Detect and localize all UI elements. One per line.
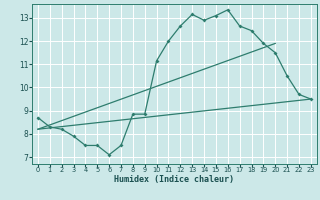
X-axis label: Humidex (Indice chaleur): Humidex (Indice chaleur)	[115, 175, 234, 184]
